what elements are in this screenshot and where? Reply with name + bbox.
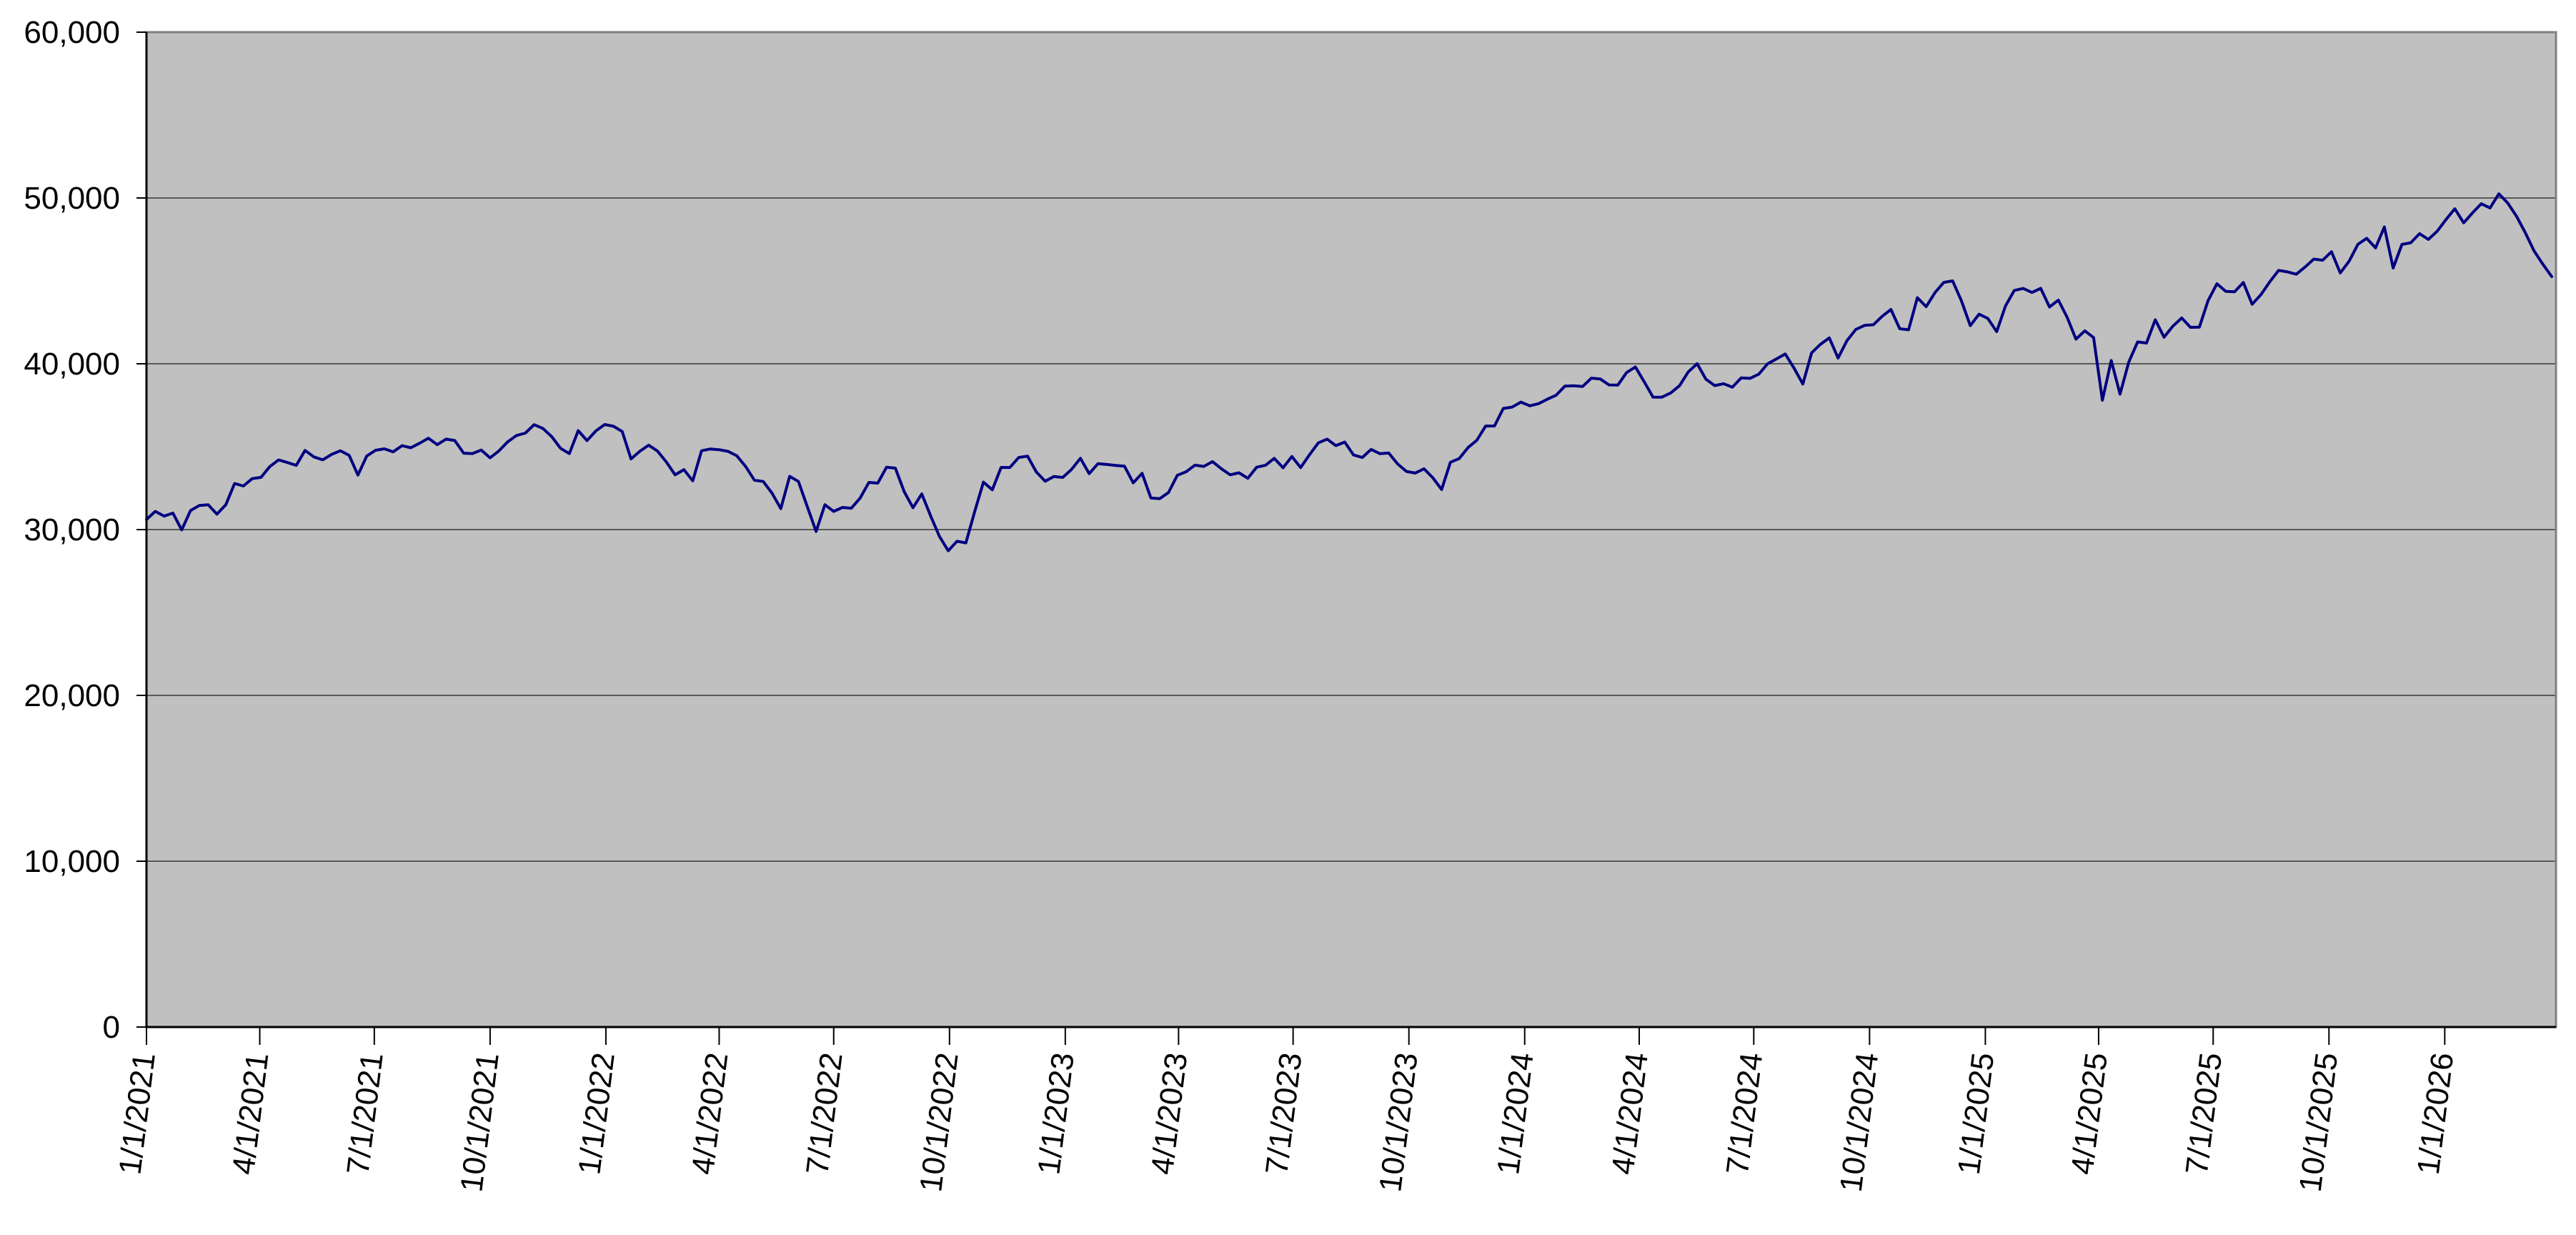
- x-axis-label: 1/1/2022: [572, 1051, 622, 1176]
- x-axis-label: 1/1/2021: [112, 1051, 162, 1176]
- y-axis-label: 20,000: [24, 678, 120, 713]
- x-axis-label: 4/1/2023: [1145, 1051, 1195, 1176]
- x-axis-label: 4/1/2021: [226, 1051, 276, 1176]
- y-axis-label: 10,000: [24, 844, 120, 879]
- x-axis-label: 7/1/2024: [1720, 1051, 1770, 1176]
- y-axis-label: 40,000: [24, 347, 120, 382]
- x-axis-label: 7/1/2023: [1259, 1051, 1309, 1176]
- x-axis-label: 7/1/2022: [800, 1051, 850, 1176]
- x-axis-label: 4/1/2022: [685, 1051, 735, 1176]
- x-axis-label: 1/1/2026: [2411, 1051, 2461, 1176]
- x-axis-label: 1/1/2024: [1491, 1051, 1541, 1176]
- x-axis-label: 7/1/2021: [340, 1051, 390, 1176]
- y-axis-label: 50,000: [24, 181, 120, 216]
- price-line: [145, 192, 2553, 552]
- y-axis-label: 0: [103, 1010, 120, 1045]
- x-axis-label: 1/1/2023: [1031, 1051, 1081, 1176]
- y-axis-label: 30,000: [24, 512, 120, 547]
- x-axis-label: 4/1/2025: [2064, 1051, 2114, 1176]
- x-axis-label: 10/1/2024: [1834, 1051, 1885, 1194]
- x-axis-label: 10/1/2025: [2293, 1051, 2344, 1194]
- y-axis-label: 60,000: [24, 15, 120, 50]
- x-axis-label: 1/1/2025: [1951, 1051, 2001, 1176]
- x-axis-label: 10/1/2023: [1373, 1051, 1424, 1194]
- x-axis-label: 10/1/2022: [913, 1051, 965, 1194]
- x-axis-label: 4/1/2024: [1605, 1051, 1655, 1176]
- x-axis-label: 10/1/2021: [454, 1051, 505, 1194]
- x-axis-label: 7/1/2025: [2179, 1051, 2229, 1176]
